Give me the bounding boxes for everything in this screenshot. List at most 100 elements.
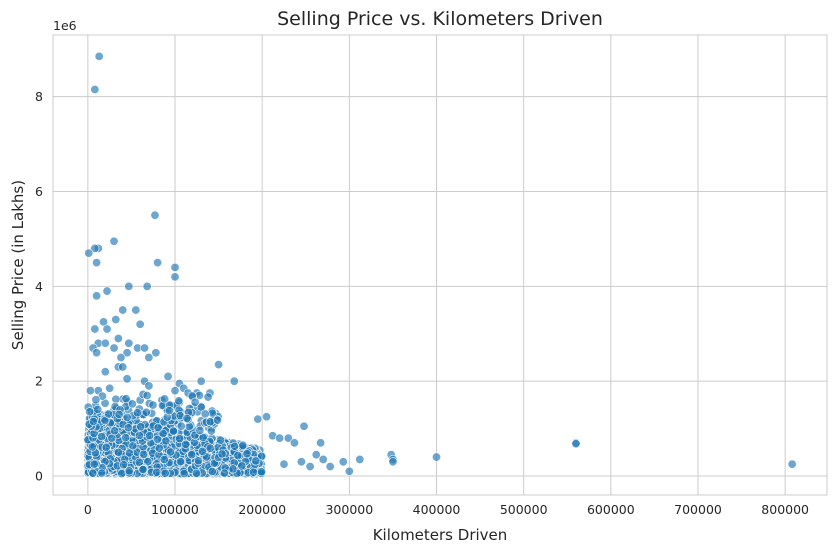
scatter-point <box>100 367 110 377</box>
scatter-point <box>85 407 95 417</box>
scatter-point <box>338 457 348 467</box>
scatter-point <box>124 338 134 348</box>
scatter-point <box>158 428 168 438</box>
scatter-point <box>88 468 98 478</box>
x-tick-label: 100000 <box>151 502 199 517</box>
scatter-point <box>124 466 134 476</box>
scatter-point <box>203 392 213 402</box>
scatter-point <box>344 466 354 476</box>
scatter-point <box>134 431 144 441</box>
scatter-point <box>216 435 226 445</box>
x-tick-label: 400000 <box>413 502 461 517</box>
scatter-point <box>220 468 230 478</box>
scatter-point <box>104 409 114 419</box>
scatter-point <box>92 258 102 268</box>
scatter-point <box>170 386 180 396</box>
scatter-point <box>256 467 266 477</box>
scatter-point <box>170 272 180 282</box>
scatter-point <box>102 286 112 296</box>
scatter-point <box>90 85 100 95</box>
x-tick-label: 500000 <box>500 502 548 517</box>
scatter-point <box>133 408 143 418</box>
scatter-point <box>207 466 217 476</box>
scatter-point <box>238 440 248 450</box>
x-tick-label: 700000 <box>674 502 722 517</box>
scatter-point <box>195 425 205 435</box>
scatter-point <box>105 383 115 393</box>
scatter-point <box>142 281 152 291</box>
scatter-point <box>318 454 328 464</box>
scatter-point <box>140 343 150 353</box>
scatter-point <box>154 443 164 453</box>
scatter-point <box>150 210 160 220</box>
scatter-point <box>118 362 128 372</box>
scatter-point <box>181 439 191 449</box>
scatter-point <box>122 374 132 384</box>
scatter-point <box>325 462 335 472</box>
scatter-point <box>787 459 797 469</box>
scatter-point <box>109 343 119 353</box>
scatter-point <box>196 376 206 386</box>
scatter-point <box>127 399 137 409</box>
scatter-point <box>182 413 192 423</box>
x-tick-label: 200000 <box>238 502 286 517</box>
scatter-point <box>355 454 365 464</box>
scatter-point <box>200 409 210 419</box>
scatter-point <box>217 449 227 459</box>
scatter-point <box>85 386 95 396</box>
scatter-point <box>89 459 99 469</box>
scatter-point <box>233 451 243 461</box>
scatter-point <box>122 348 132 358</box>
scatter-point <box>92 348 102 358</box>
scatter-point <box>110 426 120 436</box>
scatter-point <box>279 459 289 469</box>
scatter-point <box>144 352 154 362</box>
scatter-point <box>99 317 109 327</box>
x-tick-label: 0 <box>84 502 92 517</box>
scatter-point <box>145 431 155 441</box>
scatter-point <box>311 450 321 460</box>
scatter-point <box>160 468 170 478</box>
scatter-point <box>163 371 173 381</box>
scatter-point <box>176 457 186 467</box>
scatter-point <box>159 455 169 465</box>
scatter-point <box>124 281 134 291</box>
scatter-point <box>114 447 124 457</box>
scatter-point <box>253 414 263 424</box>
scatter-point <box>91 395 101 405</box>
scatter-point <box>141 407 151 417</box>
scatter-point <box>296 457 306 467</box>
scatter-point <box>262 412 272 422</box>
scatter-point <box>148 400 158 410</box>
scatter-point <box>205 443 215 453</box>
scatter-point <box>136 422 146 432</box>
scatter-point <box>283 433 293 443</box>
scatter-point <box>213 415 223 425</box>
scatter-point <box>179 469 189 479</box>
scatter-point <box>142 391 152 401</box>
scatter-point <box>153 423 163 433</box>
scatter-point <box>174 396 184 406</box>
scatter-point <box>138 465 148 475</box>
scatter-point <box>93 404 103 414</box>
scatter-point <box>316 438 326 448</box>
scatter-point <box>205 417 215 427</box>
scatter-point <box>139 449 149 459</box>
scatter-point <box>92 291 102 301</box>
scatter-point <box>119 460 129 470</box>
scatter-point <box>101 442 111 452</box>
y-tick-label: 0 <box>35 469 43 484</box>
scatter-point <box>168 426 178 436</box>
scatter-point <box>90 324 100 334</box>
scatter-point <box>124 448 134 458</box>
scatter-point <box>388 457 398 467</box>
y-tick-labels: 0 2 4 6 8 <box>35 89 43 483</box>
scatter-point <box>571 439 581 449</box>
y-tick-label: 6 <box>35 184 43 199</box>
scatter-point <box>114 409 124 419</box>
scatter-point <box>88 416 98 426</box>
scatter-point <box>230 441 240 451</box>
scatter-point <box>175 434 185 444</box>
